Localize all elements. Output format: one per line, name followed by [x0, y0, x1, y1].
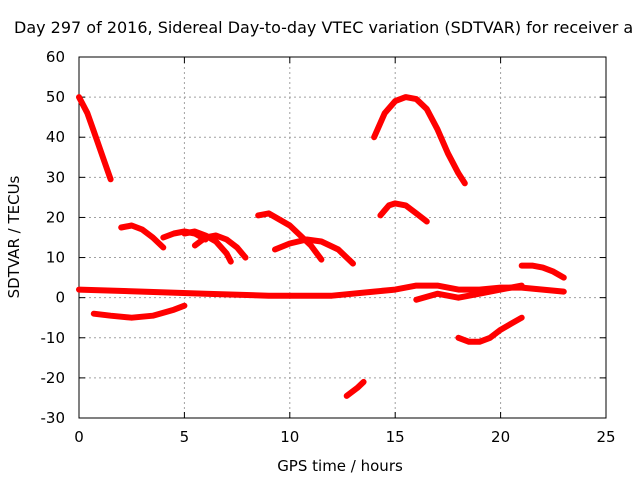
x-tick-label: 10: [280, 428, 299, 446]
plot-frame: [78, 56, 607, 419]
x-axis-label: GPS time / hours: [277, 457, 403, 475]
axis-ticks: -30 -20 -10 0 10 20 30 40 50 60 0 5 10 15 20 25: [41, 48, 616, 446]
series-s14: [455, 314, 525, 345]
data-series: [76, 94, 567, 399]
y-tick-label: 50: [46, 88, 65, 106]
x-tick-label: 20: [491, 428, 510, 446]
x-tick-label: 15: [386, 428, 405, 446]
y-tick-label: -20: [41, 369, 66, 387]
series-s4: [118, 222, 167, 251]
series-s1: [76, 94, 114, 183]
y-tick-label: 60: [46, 48, 65, 66]
series-s10: [343, 378, 367, 399]
series-s11: [371, 94, 468, 187]
y-tick-label: -10: [41, 329, 66, 347]
grid: [79, 57, 606, 418]
y-tick-label: 30: [46, 168, 65, 186]
series-s6: [191, 232, 249, 261]
y-tick-label: 10: [46, 249, 65, 267]
series-s3: [90, 302, 188, 321]
x-tick-label: 5: [180, 428, 190, 446]
x-tick-label: 25: [596, 428, 615, 446]
y-tick-label: 20: [46, 208, 65, 226]
series-s7: [181, 228, 234, 265]
series-s12: [377, 200, 430, 225]
y-axis-label: SDTVAR / TECUs: [5, 175, 23, 298]
chart-title: Day 297 of 2016, Sidereal Day-to-day VTE…: [14, 18, 633, 37]
series-s9: [272, 236, 356, 267]
series-s13: [413, 282, 525, 303]
y-tick-label: -30: [41, 409, 66, 427]
series-s15: [518, 262, 567, 281]
y-tick-label: 40: [46, 128, 65, 146]
y-tick-label: 0: [55, 289, 65, 307]
series-s8: [255, 210, 325, 263]
x-tick-label: 0: [74, 428, 84, 446]
